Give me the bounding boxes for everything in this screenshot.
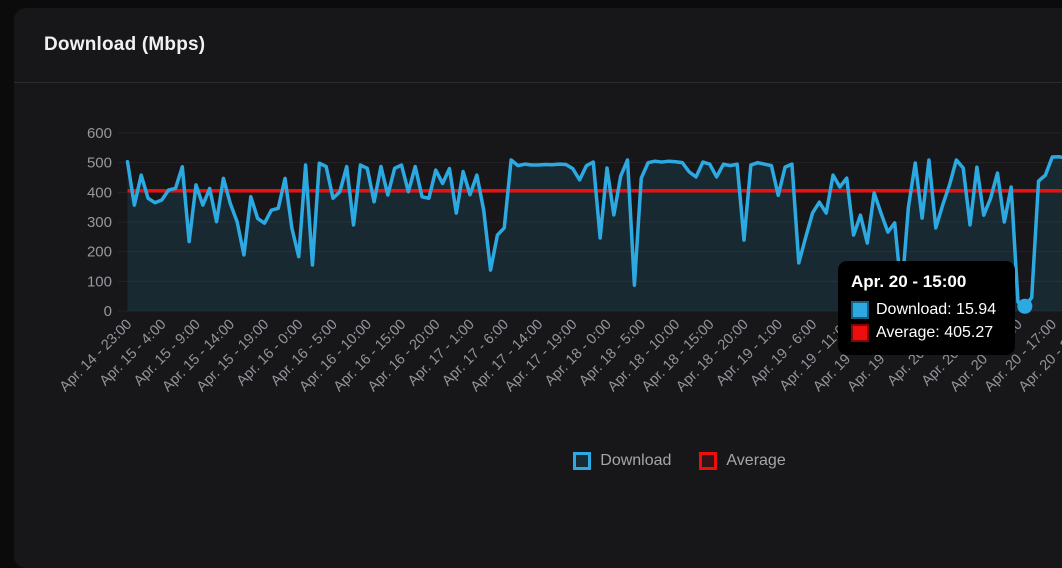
y-tick-label: 200 bbox=[87, 244, 112, 261]
tooltip-download-value: Download: 15.94 bbox=[876, 301, 996, 319]
y-tick-label: 300 bbox=[87, 214, 112, 231]
tooltip-average-value: Average: 405.27 bbox=[876, 324, 993, 342]
chart-legend: Download Average bbox=[14, 452, 1062, 470]
y-tick-label: 400 bbox=[87, 184, 112, 201]
tooltip-row-average: Average: 405.27 bbox=[851, 324, 1001, 342]
download-legend-swatch-icon bbox=[573, 452, 591, 470]
y-tick-label: 500 bbox=[87, 155, 112, 172]
hovered-data-point[interactable] bbox=[1017, 299, 1032, 314]
average-legend-swatch-icon bbox=[699, 452, 717, 470]
tooltip-title: Apr. 20 - 15:00 bbox=[851, 272, 1001, 292]
legend-label-average: Average bbox=[726, 452, 785, 470]
y-tick-label: 600 bbox=[87, 125, 112, 142]
chart-tooltip: Apr. 20 - 15:00 Download: 15.94 Average:… bbox=[838, 261, 1015, 355]
y-tick-label: 0 bbox=[104, 303, 112, 320]
legend-item-download[interactable]: Download bbox=[573, 452, 671, 470]
legend-item-average[interactable]: Average bbox=[699, 452, 785, 470]
download-swatch-icon bbox=[851, 301, 869, 319]
average-swatch-icon bbox=[851, 324, 869, 342]
legend-label-download: Download bbox=[600, 452, 671, 470]
tooltip-row-download: Download: 15.94 bbox=[851, 301, 1001, 319]
y-tick-label: 100 bbox=[87, 273, 112, 290]
